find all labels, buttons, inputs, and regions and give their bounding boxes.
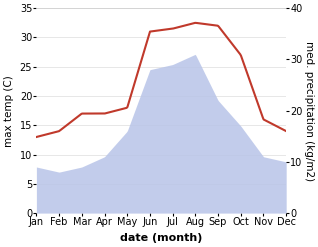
Y-axis label: med. precipitation (kg/m2): med. precipitation (kg/m2) — [304, 41, 314, 181]
X-axis label: date (month): date (month) — [120, 233, 203, 243]
Y-axis label: max temp (C): max temp (C) — [4, 75, 14, 146]
